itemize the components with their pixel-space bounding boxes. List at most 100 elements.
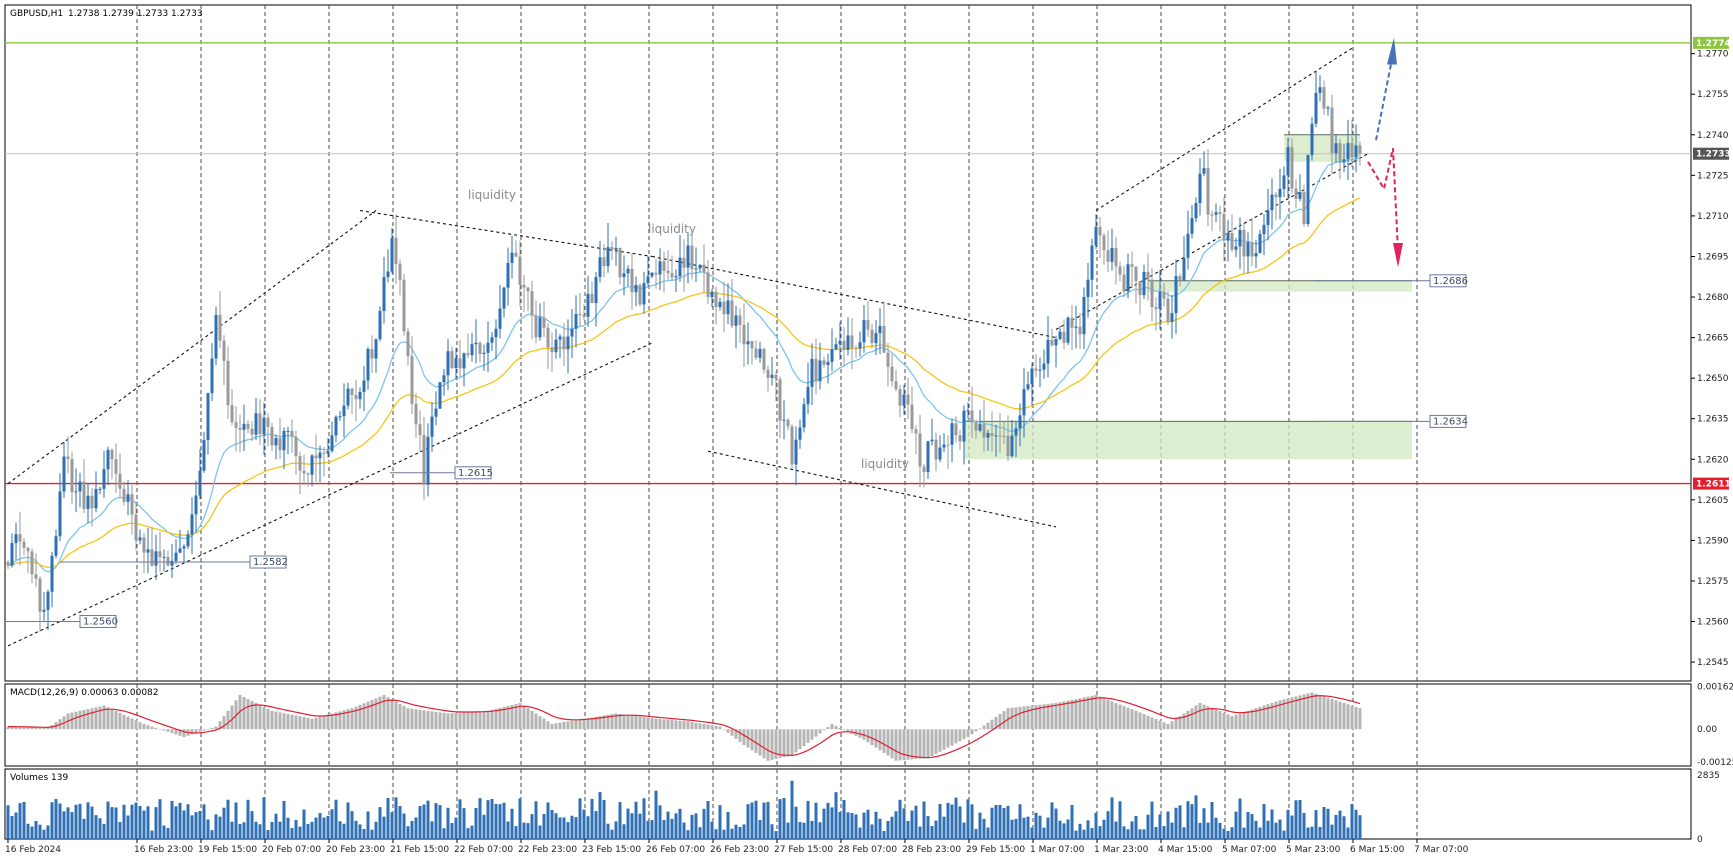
volume-bar [1086, 820, 1090, 839]
candle-body [510, 252, 514, 263]
candle-body [466, 353, 470, 356]
volume-bar [982, 818, 986, 839]
candle-body [38, 578, 42, 612]
macd-bar [206, 729, 210, 730]
macd-bar [1170, 721, 1174, 730]
macd-bar [802, 729, 806, 747]
volume-bar [1302, 812, 1306, 839]
volume-bar [546, 802, 550, 839]
macd-bar [826, 727, 830, 730]
macd-bar [498, 707, 502, 730]
volume-bar [454, 817, 458, 839]
macd-bar [886, 729, 890, 756]
volume-bar [1238, 798, 1242, 839]
trendline [651, 255, 1057, 339]
macd-bar [1254, 708, 1258, 730]
volumes-label: Volumes 139 [10, 773, 68, 783]
macd-bar [14, 726, 18, 730]
candle-body [778, 379, 782, 421]
volume-bar [206, 819, 210, 839]
macd-bar [510, 704, 514, 730]
volume-bar [338, 821, 342, 839]
volume-bar [286, 817, 290, 839]
candle-body [234, 422, 238, 428]
candle-body [570, 328, 574, 337]
volume-bar [310, 821, 314, 839]
macd-bar [630, 715, 634, 730]
macd-bar [1242, 712, 1246, 730]
candle-body [478, 342, 482, 355]
volume-bar [58, 803, 62, 839]
volume-bar [726, 811, 730, 839]
macd-bar [770, 729, 774, 760]
volume-bar [50, 802, 54, 839]
macd-bar [362, 703, 366, 730]
macd-bar [774, 729, 778, 759]
macd-bar [1174, 718, 1178, 730]
macd-bar [1114, 702, 1118, 730]
macd-bar [1262, 705, 1266, 730]
volume-bar [346, 802, 350, 839]
volume-bar [6, 805, 10, 839]
candle-body [586, 293, 590, 317]
volume-bar [774, 831, 778, 839]
volume-bar [1002, 807, 1006, 839]
volume-bar [650, 820, 654, 839]
volume-bar [378, 807, 382, 839]
candle-body [1222, 214, 1226, 241]
forecast-arrows [1367, 37, 1403, 268]
candle-body [1082, 297, 1086, 335]
candle-body [1090, 245, 1094, 280]
volume-bar [386, 797, 390, 839]
volume-bar [402, 813, 406, 839]
volume-bar [1030, 827, 1034, 839]
candle-body [1294, 188, 1298, 199]
candle-body [482, 352, 486, 355]
forecast-down-arrowhead [1393, 242, 1403, 268]
volume-bar [510, 808, 514, 839]
forecast-down-arrow [1367, 148, 1399, 252]
candle-body [94, 488, 98, 509]
macd-bar [622, 714, 626, 730]
macd-bar [690, 721, 694, 730]
macd-bar [1026, 705, 1030, 730]
candle-body [1290, 147, 1294, 189]
volume-bar [358, 824, 362, 839]
volume-bar [270, 822, 274, 839]
volume-bar [450, 823, 454, 839]
volume-bar [1206, 822, 1210, 839]
macd-bar [1118, 704, 1122, 730]
candle-body [642, 283, 646, 305]
volume-bar [430, 821, 434, 839]
macd-bar [1186, 710, 1190, 730]
macd-bar [514, 703, 518, 730]
macd-bar [702, 723, 706, 730]
volume-bar [946, 802, 950, 839]
candle-body [1118, 266, 1122, 275]
candle-body [914, 429, 918, 434]
candle-body [1314, 92, 1318, 124]
volume-bar [870, 824, 874, 839]
candle-body [666, 270, 670, 274]
candle-body [178, 548, 182, 553]
volume-bar [1158, 814, 1162, 839]
volume-bar [214, 814, 218, 839]
macd-bar [230, 705, 234, 730]
price-tick-label: 1.2665 [1697, 334, 1729, 344]
macd-bar [266, 708, 270, 730]
volume-bar [266, 830, 270, 839]
volume-bar [414, 817, 418, 839]
volume-bar [602, 799, 606, 839]
candle-body [1154, 307, 1158, 309]
candle-body [1182, 257, 1186, 281]
marked-price-box [249, 555, 287, 569]
candle-body [606, 247, 610, 267]
macd-bar [1218, 711, 1222, 730]
volume-bar [1326, 808, 1330, 839]
volume-bar [438, 805, 442, 839]
volume-bar [646, 820, 650, 839]
volume-bar [1330, 824, 1334, 839]
volume-bar [970, 804, 974, 839]
macd-bar [1126, 707, 1130, 730]
